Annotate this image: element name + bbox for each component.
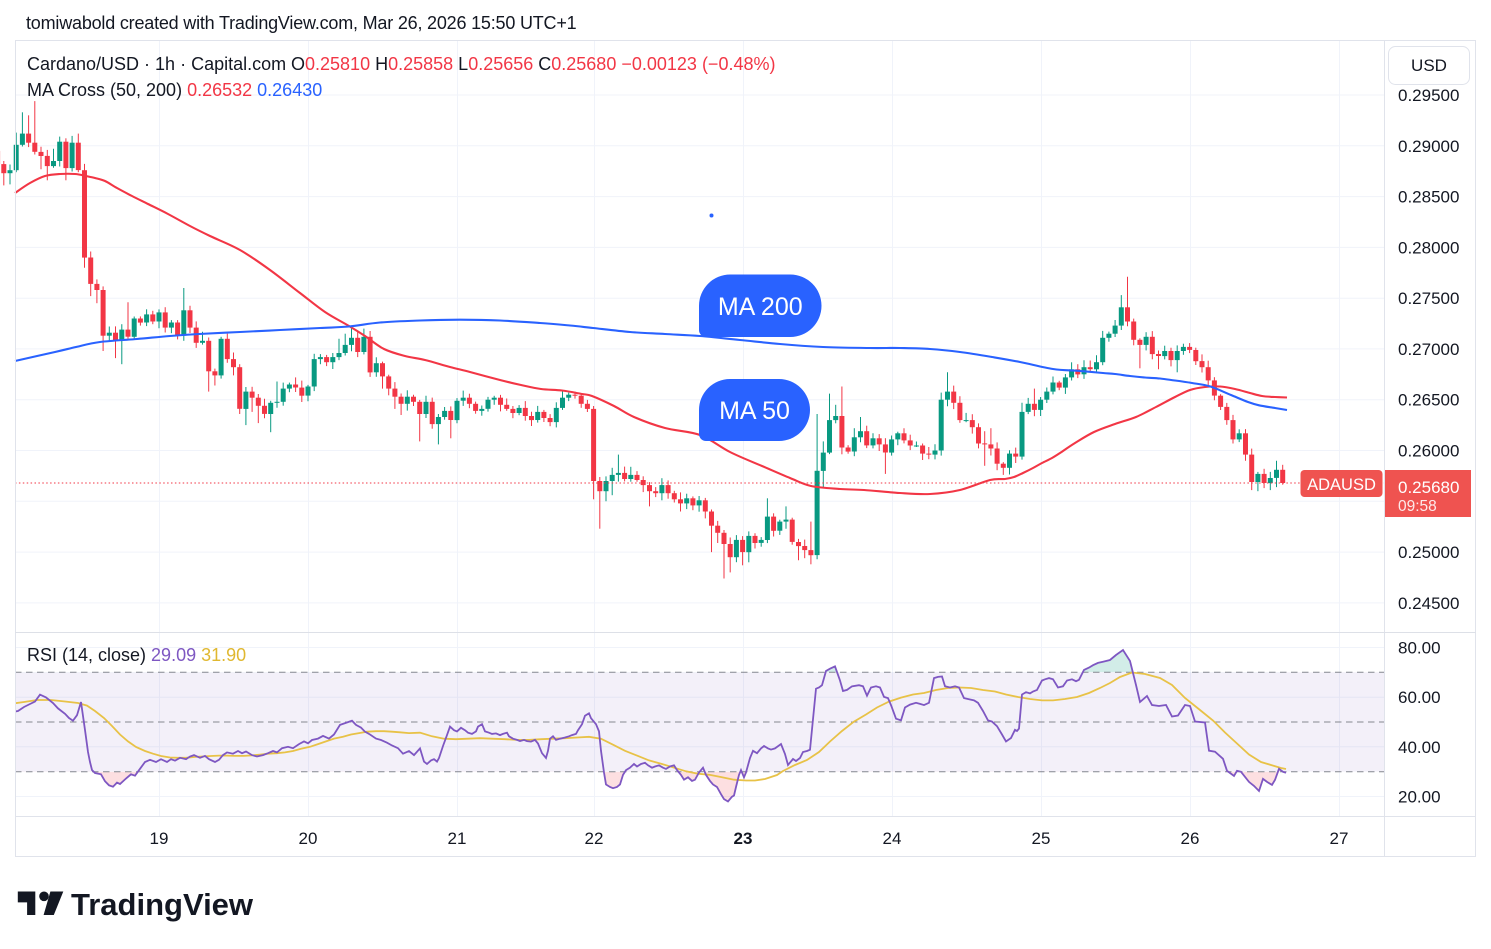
svg-text:TradingView: TradingView [71, 887, 254, 922]
svg-text:0.29500: 0.29500 [1398, 86, 1459, 105]
svg-text:19: 19 [150, 829, 169, 848]
svg-text:20: 20 [299, 829, 318, 848]
svg-text:22: 22 [585, 829, 604, 848]
svg-text:Cardano/USD · 1h · Capital.com: Cardano/USD · 1h · Capital.com [27, 54, 286, 74]
svg-text:40.00: 40.00 [1398, 738, 1441, 757]
svg-text:0.27000: 0.27000 [1398, 340, 1459, 359]
svg-text:23: 23 [734, 829, 753, 848]
svg-text:USD: USD [1411, 56, 1447, 75]
svg-text:80.00: 80.00 [1398, 639, 1441, 658]
svg-text:20.00: 20.00 [1398, 788, 1441, 807]
svg-text:27: 27 [1330, 829, 1349, 848]
svg-text:MA 200: MA 200 [718, 293, 803, 321]
svg-text:MA 50: MA 50 [719, 397, 790, 425]
svg-text:0.25000: 0.25000 [1398, 543, 1459, 562]
svg-text:tomiwabold created with Tradin: tomiwabold created with TradingView.com,… [26, 13, 577, 33]
svg-text:26: 26 [1181, 829, 1200, 848]
svg-text:RSI (14, close) 29.09 31.90: RSI (14, close) 29.09 31.90 [27, 645, 246, 665]
svg-text:0.27500: 0.27500 [1398, 289, 1459, 308]
svg-text:25: 25 [1032, 829, 1051, 848]
svg-text:0.28500: 0.28500 [1398, 188, 1459, 207]
svg-text:ADAUSD: ADAUSD [1307, 476, 1376, 494]
svg-text:O0.25810 H0.25858 L0.25656 C0.: O0.25810 H0.25858 L0.25656 C0.25680 −0.0… [291, 54, 775, 74]
svg-text:MA Cross (50, 200) 0.26532 0.: MA Cross (50, 200) 0.26532 0.26430 [27, 80, 322, 100]
svg-text:0.26500: 0.26500 [1398, 391, 1459, 410]
svg-text:60.00: 60.00 [1398, 688, 1441, 707]
svg-text:0.25680: 0.25680 [1398, 478, 1459, 497]
svg-text:0.26000: 0.26000 [1398, 442, 1459, 461]
svg-text:21: 21 [448, 829, 467, 848]
svg-text:09:58: 09:58 [1398, 498, 1437, 515]
svg-text:0.28000: 0.28000 [1398, 238, 1459, 257]
svg-text:24: 24 [883, 829, 902, 848]
svg-text:0.29000: 0.29000 [1398, 137, 1459, 156]
svg-text:0.24500: 0.24500 [1398, 594, 1459, 613]
